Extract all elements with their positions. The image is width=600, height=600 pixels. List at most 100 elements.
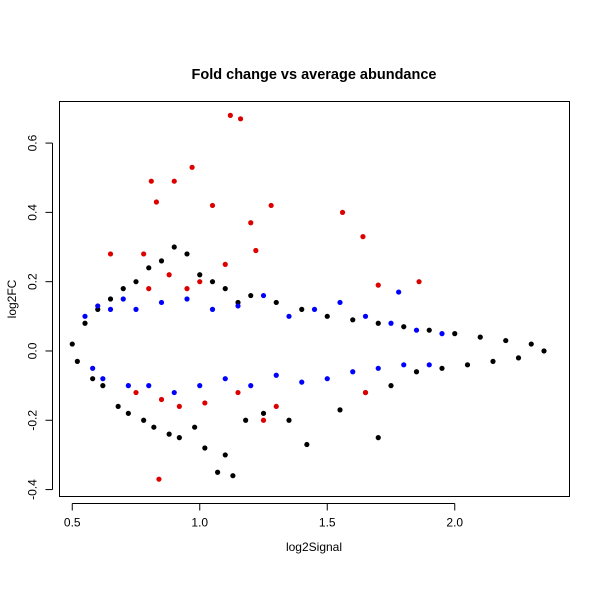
data-point: [171, 178, 177, 184]
data-point: [413, 327, 420, 333]
data-point: [90, 376, 96, 382]
data-point: [202, 445, 208, 451]
y-tick-label: -0.4: [26, 479, 40, 500]
data-point: [171, 244, 177, 250]
data-point: [426, 327, 432, 333]
chart-title: Fold change vs average abundance: [192, 67, 437, 83]
data-point: [388, 383, 394, 389]
x-tick-label: 0.5: [64, 516, 81, 530]
data-point: [286, 417, 292, 423]
data-point: [299, 379, 305, 385]
data-point: [90, 365, 96, 371]
data-point: [388, 320, 394, 326]
plot-area-border: [59, 101, 570, 497]
y-axis-label: log2FC: [5, 279, 19, 318]
data-point: [107, 296, 114, 302]
data-point: [209, 279, 216, 285]
data-point: [133, 279, 139, 285]
data-point: [153, 199, 159, 205]
data-point: [156, 476, 162, 482]
data-point: [375, 365, 381, 371]
data-point: [222, 261, 228, 267]
data-point: [141, 251, 147, 257]
data-point: [253, 247, 259, 254]
data-point: [100, 383, 106, 389]
data-point: [375, 435, 381, 441]
data-point: [324, 313, 330, 319]
data-point: [151, 424, 157, 430]
data-point: [273, 372, 279, 378]
data-point: [100, 376, 106, 382]
y-tick-label: 0.4: [26, 204, 40, 221]
data-point: [268, 202, 274, 209]
data-point: [230, 473, 236, 479]
data-point: [350, 369, 356, 375]
data-point: [158, 258, 165, 264]
data-point: [237, 116, 244, 122]
data-point: [413, 369, 420, 375]
data-point: [125, 410, 131, 416]
data-point: [227, 112, 233, 118]
data-point: [166, 272, 172, 278]
data-point: [503, 337, 509, 344]
data-point: [184, 251, 190, 257]
x-axis-label: log2Signal: [286, 540, 342, 554]
data-point: [82, 313, 88, 319]
data-point: [176, 403, 182, 410]
data-point: [260, 417, 267, 423]
data-point: [141, 417, 147, 423]
data-point: [158, 299, 165, 306]
data-point: [166, 431, 172, 437]
data-point: [148, 178, 154, 184]
point-series-0: [69, 244, 547, 479]
point-series-1: [82, 289, 445, 396]
data-point: [375, 320, 381, 326]
data-point: [209, 306, 216, 312]
data-point: [362, 389, 369, 396]
data-point: [541, 348, 547, 354]
x-axis: 0.5 1.0 1.5 2.0: [64, 503, 463, 530]
data-point: [426, 362, 432, 368]
point-series-2: [107, 112, 422, 482]
data-point: [248, 220, 254, 226]
data-point: [401, 324, 407, 330]
data-point: [235, 389, 241, 396]
data-point: [515, 355, 522, 361]
data-point: [192, 424, 198, 430]
y-tick-label: 0.0: [26, 342, 40, 359]
x-tick-label: 1.5: [319, 516, 336, 530]
y-axis: -0.4 -0.2 0.0 0.2 0.4 0.6: [26, 134, 53, 500]
data-point: [286, 313, 292, 319]
data-point: [115, 403, 121, 410]
data-point: [171, 389, 177, 396]
data-point: [350, 317, 356, 323]
data-point: [337, 407, 343, 413]
y-tick-label: 0.2: [26, 273, 40, 290]
data-point: [311, 306, 318, 312]
data-point: [299, 306, 305, 312]
data-point: [197, 272, 203, 278]
data-point: [360, 234, 366, 240]
data-point: [439, 365, 445, 371]
data-point: [69, 341, 75, 347]
data-point: [222, 452, 228, 458]
data-point: [339, 209, 346, 215]
data-point: [304, 441, 310, 448]
data-point: [396, 289, 402, 295]
data-point: [133, 389, 139, 396]
data-point: [260, 292, 267, 299]
data-point: [107, 306, 114, 312]
data-point: [107, 251, 114, 257]
data-point: [120, 296, 126, 302]
data-point: [362, 313, 369, 319]
data-point: [120, 286, 126, 292]
data-point: [235, 303, 241, 309]
data-point: [222, 376, 228, 382]
data-point: [184, 286, 190, 292]
data-point: [243, 417, 249, 423]
data-point: [477, 334, 483, 340]
data-point: [74, 358, 80, 364]
data-point: [416, 279, 422, 285]
data-point: [324, 376, 330, 382]
